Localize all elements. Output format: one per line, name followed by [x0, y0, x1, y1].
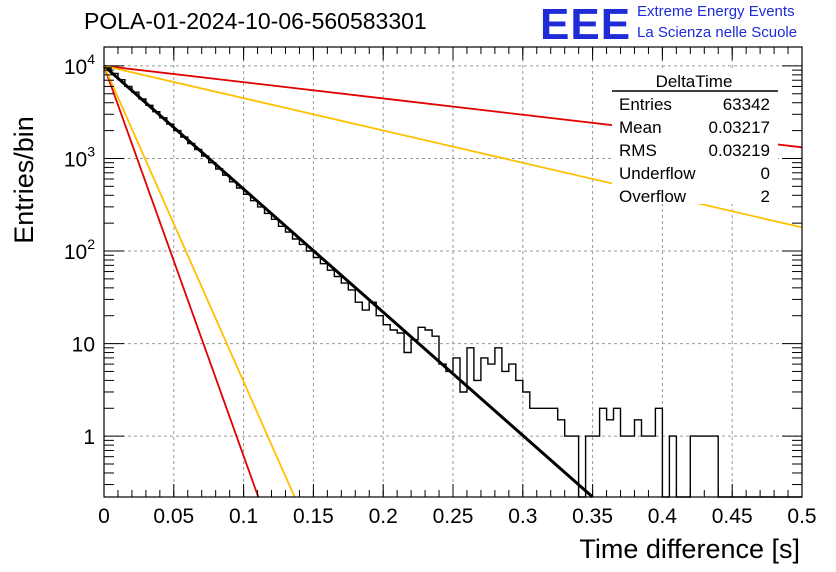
y-tick-label: 104 [64, 51, 95, 79]
stats-row-value: 0.03217 [709, 118, 770, 137]
x-tick-label: 0.35 [572, 505, 613, 528]
x-tick-label: 0.45 [712, 505, 753, 528]
brand-line-2: La Scienza nelle Scuole [637, 24, 798, 41]
brand-line-1: Extreme Energy Events [637, 3, 795, 20]
y-axis-title: Entries/bin [9, 116, 39, 244]
x-tick-labels: 0 0.05 0.1 0.15 0.2 0.25 0.3 0.35 0.4 0.45 0.5 [98, 505, 816, 528]
histogram-step-line [104, 67, 802, 498]
x-axis-title: Time difference [s] [579, 534, 800, 564]
y-tick-label: 1 [83, 426, 95, 449]
y-tick-label: 102 [64, 236, 95, 264]
stats-box: DeltaTime Entries 63342 Mean 0.03217 RMS 0.03… [612, 70, 778, 206]
stats-row-label: Entries [619, 95, 672, 114]
fit-line-3 [103, 65, 260, 498]
stats-row-value: 63342 [723, 95, 770, 114]
stats-box-title: DeltaTime [656, 72, 733, 91]
x-tick-label: 0.2 [369, 505, 398, 528]
stats-row-value: 0 [761, 164, 770, 183]
stats-row-label: Underflow [619, 164, 696, 183]
stats-box-background [612, 70, 778, 204]
stats-row-value: 0.03219 [709, 141, 770, 160]
stats-row-label: Overflow [619, 187, 687, 206]
x-tick-label: 0 [98, 505, 110, 528]
x-tick-label: 0.25 [433, 505, 474, 528]
grid-lines [104, 47, 802, 497]
y-tick-label: 10 [72, 334, 95, 357]
x-tick-label: 0.1 [229, 505, 258, 528]
axis-ticks [103, 47, 803, 497]
run-title: POLA-01-2024-10-06-560583301 [84, 8, 427, 34]
histogram [104, 67, 802, 498]
stats-row-value: 2 [761, 187, 770, 206]
x-tick-label: 0.4 [648, 505, 678, 528]
stats-row-label: RMS [619, 141, 657, 160]
eee-logo: EEE [540, 0, 632, 49]
y-tick-label: 103 [64, 143, 95, 171]
stats-row-label: Mean [619, 118, 662, 137]
x-tick-label: 0.3 [508, 505, 537, 528]
stats-box-rows: Entries 63342 Mean 0.03217 RMS 0.03219 Underfl… [619, 95, 770, 206]
fit-line-4 [103, 65, 296, 498]
x-tick-label: 0.05 [153, 505, 194, 528]
x-tick-label: 0.5 [787, 505, 816, 528]
x-tick-label: 0.15 [293, 505, 334, 528]
